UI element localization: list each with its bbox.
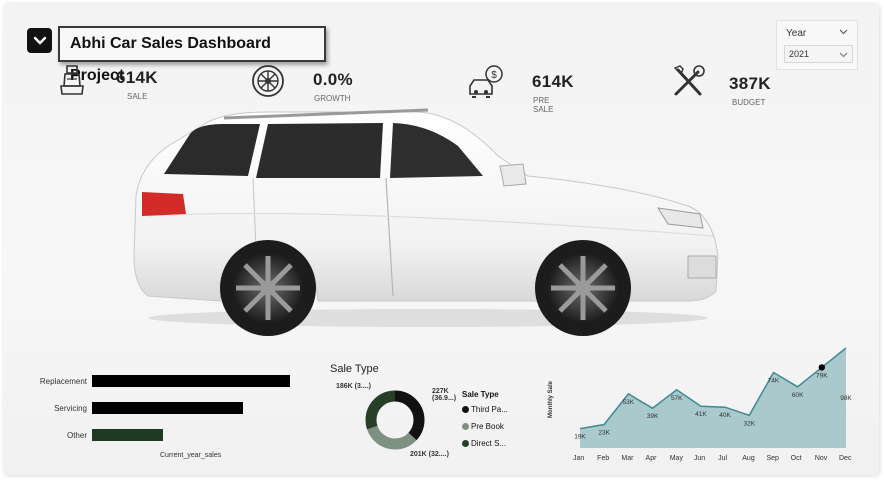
month-tick-label: Mar [621, 455, 634, 462]
area-data-label: 19K [574, 434, 586, 441]
legend-item[interactable]: Third Pa... [462, 405, 508, 414]
legend-item-label: Third Pa... [471, 405, 508, 414]
month-tick-label: Dec [839, 455, 852, 462]
year-slicer-label: Year [786, 28, 807, 39]
wheel-icon [252, 65, 284, 97]
chevron-down-icon [839, 52, 848, 58]
legend-dot [462, 406, 469, 413]
area-fill [580, 348, 846, 448]
donut-data-label: 201K (32....) [410, 451, 449, 458]
chevron-down-icon [33, 36, 46, 45]
kpi-sale-value: 614K [116, 68, 158, 87]
month-tick-label: Jul [718, 455, 728, 462]
donut-slice[interactable] [365, 390, 425, 450]
legend-item[interactable]: Pre Book [462, 422, 504, 431]
kpi-budget-value: 387K [729, 74, 771, 93]
area-data-label: 79K [816, 372, 828, 379]
car-dollar-icon: $ [469, 65, 503, 98]
area-data-label: 39K [647, 413, 659, 420]
legend-item-label: Pre Book [471, 422, 504, 431]
donut-data-label: 186K (3....) [336, 383, 372, 390]
month-tick-label: May [669, 455, 683, 462]
year-slicer[interactable]: Year 2021 [776, 20, 858, 70]
legend-dot [462, 423, 469, 430]
legend-dot [462, 440, 469, 447]
tools-icon [673, 65, 705, 96]
area-data-label: 32K [743, 420, 755, 427]
donut-data-label: 227K (36.9...) [432, 388, 457, 402]
svg-text:$: $ [491, 70, 497, 81]
legend-item[interactable]: Direct S... [462, 439, 506, 448]
page-title: Abhi Car Sales Dashboard Project [58, 26, 326, 84]
area-data-label: 40K [719, 412, 731, 419]
highlight-point[interactable] [818, 364, 826, 371]
donut-legend-title: Sale Type [462, 390, 499, 399]
month-tick-label: Sep [766, 455, 779, 462]
bar-other[interactable] [92, 429, 164, 441]
area-line [579, 347, 847, 430]
month-tick-label: Feb [597, 455, 610, 462]
bar-x-axis-label: Current_year_sales [160, 452, 222, 459]
year-dropdown-value: 2021 [789, 49, 810, 59]
bar-servicing[interactable] [92, 402, 243, 414]
kpi-pre-sale-label: PRE SALE [533, 96, 554, 114]
kpi-growth-label: GROWTH [314, 94, 351, 103]
year-dropdown[interactable]: 2021 [784, 45, 853, 63]
area-data-label: 41K [695, 411, 707, 418]
month-tick-label: Apr [645, 455, 657, 462]
area-data-label: 60K [792, 392, 804, 399]
bar-category-label: Replacement [39, 377, 87, 386]
month-tick-label: Aug [742, 455, 755, 462]
car-image [133, 108, 719, 336]
area-data-label: 57K [671, 395, 683, 402]
month-tick-label: Jun [693, 455, 706, 462]
collapse-button[interactable] [27, 28, 52, 53]
kpi-budget-label: BUDGET [732, 98, 766, 107]
car-seat-icon [60, 65, 84, 95]
kpi-sale-label: SALE [127, 92, 148, 101]
area-data-label: 98K [840, 395, 852, 402]
area-chart[interactable]: 19K 23K 53K 39K 57K 41K 40K 32K 74K 60K 79K 98K [570, 340, 860, 452]
month-tick-label: Oct [790, 455, 802, 462]
donut-slice[interactable] [365, 390, 425, 450]
donut-chart[interactable] [363, 388, 427, 452]
area-y-axis-label: Monthly Sale [548, 380, 554, 418]
month-tick-label: Jan [573, 455, 585, 462]
chevron-down-icon[interactable] [839, 29, 848, 35]
area-data-label: 23K [598, 430, 610, 437]
area-data-label: 74K [768, 377, 780, 384]
bar-replacement[interactable] [92, 375, 290, 387]
kpi-growth-value: 0.0% [313, 70, 353, 89]
bar-category-label: Servicing [54, 404, 87, 413]
bar-category-label: Other [66, 431, 87, 440]
month-tick-label: Nov [814, 455, 828, 462]
donut-title: Sale Type [330, 363, 379, 375]
kpi-pre-sale-value: 614K [532, 72, 574, 91]
area-data-label: 53K [623, 399, 635, 406]
legend-item-label: Direct S... [471, 439, 507, 448]
